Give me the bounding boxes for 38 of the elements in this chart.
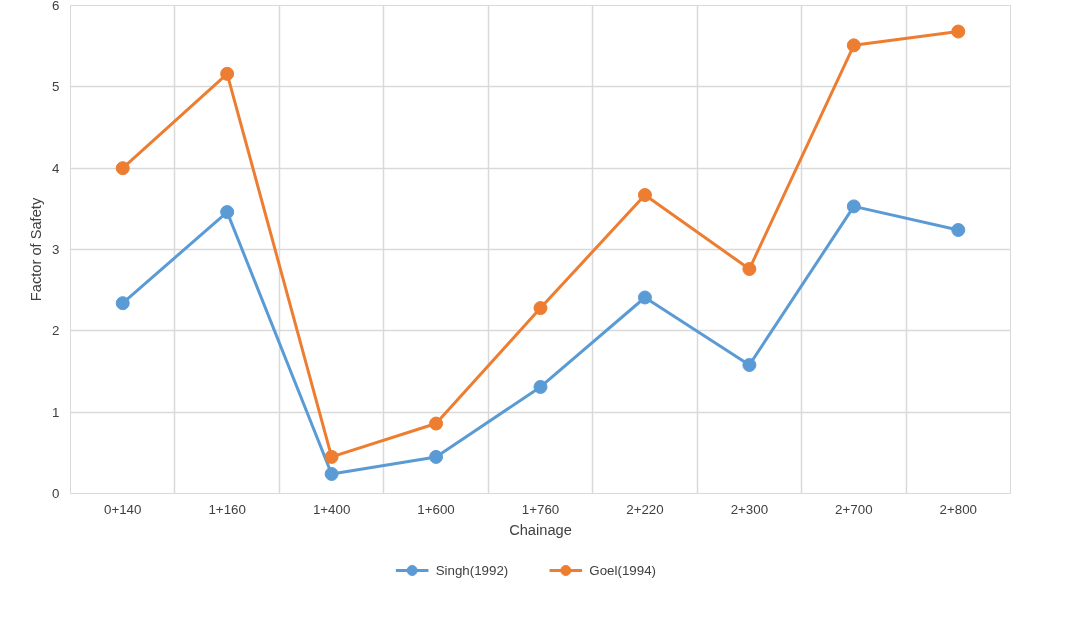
- y-axis-title: Factor of Safety: [28, 197, 45, 302]
- point: [115, 161, 130, 176]
- point: [846, 38, 861, 53]
- point: [220, 66, 235, 81]
- point: [742, 262, 757, 277]
- point: [429, 449, 444, 464]
- y-tick-label: 2: [52, 323, 60, 339]
- point: [429, 416, 444, 431]
- x-tick-label: 2+800: [939, 501, 977, 517]
- point: [637, 290, 652, 305]
- y-tick-label: 3: [52, 242, 60, 257]
- y-tick-label: 0: [52, 486, 60, 501]
- y-tick-label: 4: [52, 160, 61, 176]
- point: [533, 379, 548, 394]
- y-tick-label: 6: [52, 0, 60, 13]
- point: [220, 205, 235, 220]
- x-tick-label: 1+160: [208, 501, 246, 517]
- point: [324, 449, 339, 464]
- x-tick-label: 2+300: [730, 501, 769, 517]
- y-tick-label: 5: [52, 79, 60, 95]
- x-tick-label: 1+760: [521, 501, 560, 517]
- point: [846, 199, 861, 214]
- x-tick-label: 2+700: [835, 501, 873, 517]
- y-tick-label: 1: [52, 404, 60, 420]
- point: [742, 358, 757, 372]
- legend-label: Singh(1992): [435, 563, 509, 578]
- point: [951, 24, 966, 39]
- point: [637, 188, 652, 202]
- legend-label: Goel(1994): [589, 563, 656, 578]
- x-tick-label: 1+400: [312, 501, 351, 517]
- x-tick-label: 1+600: [417, 501, 455, 517]
- point: [115, 296, 130, 311]
- point: [324, 466, 339, 481]
- x-tick-label: 0+140: [104, 501, 142, 517]
- x-tick-label: 2+220: [626, 501, 664, 517]
- x-axis-title: Chainage: [509, 521, 572, 538]
- point: [951, 222, 966, 237]
- point: [533, 301, 548, 316]
